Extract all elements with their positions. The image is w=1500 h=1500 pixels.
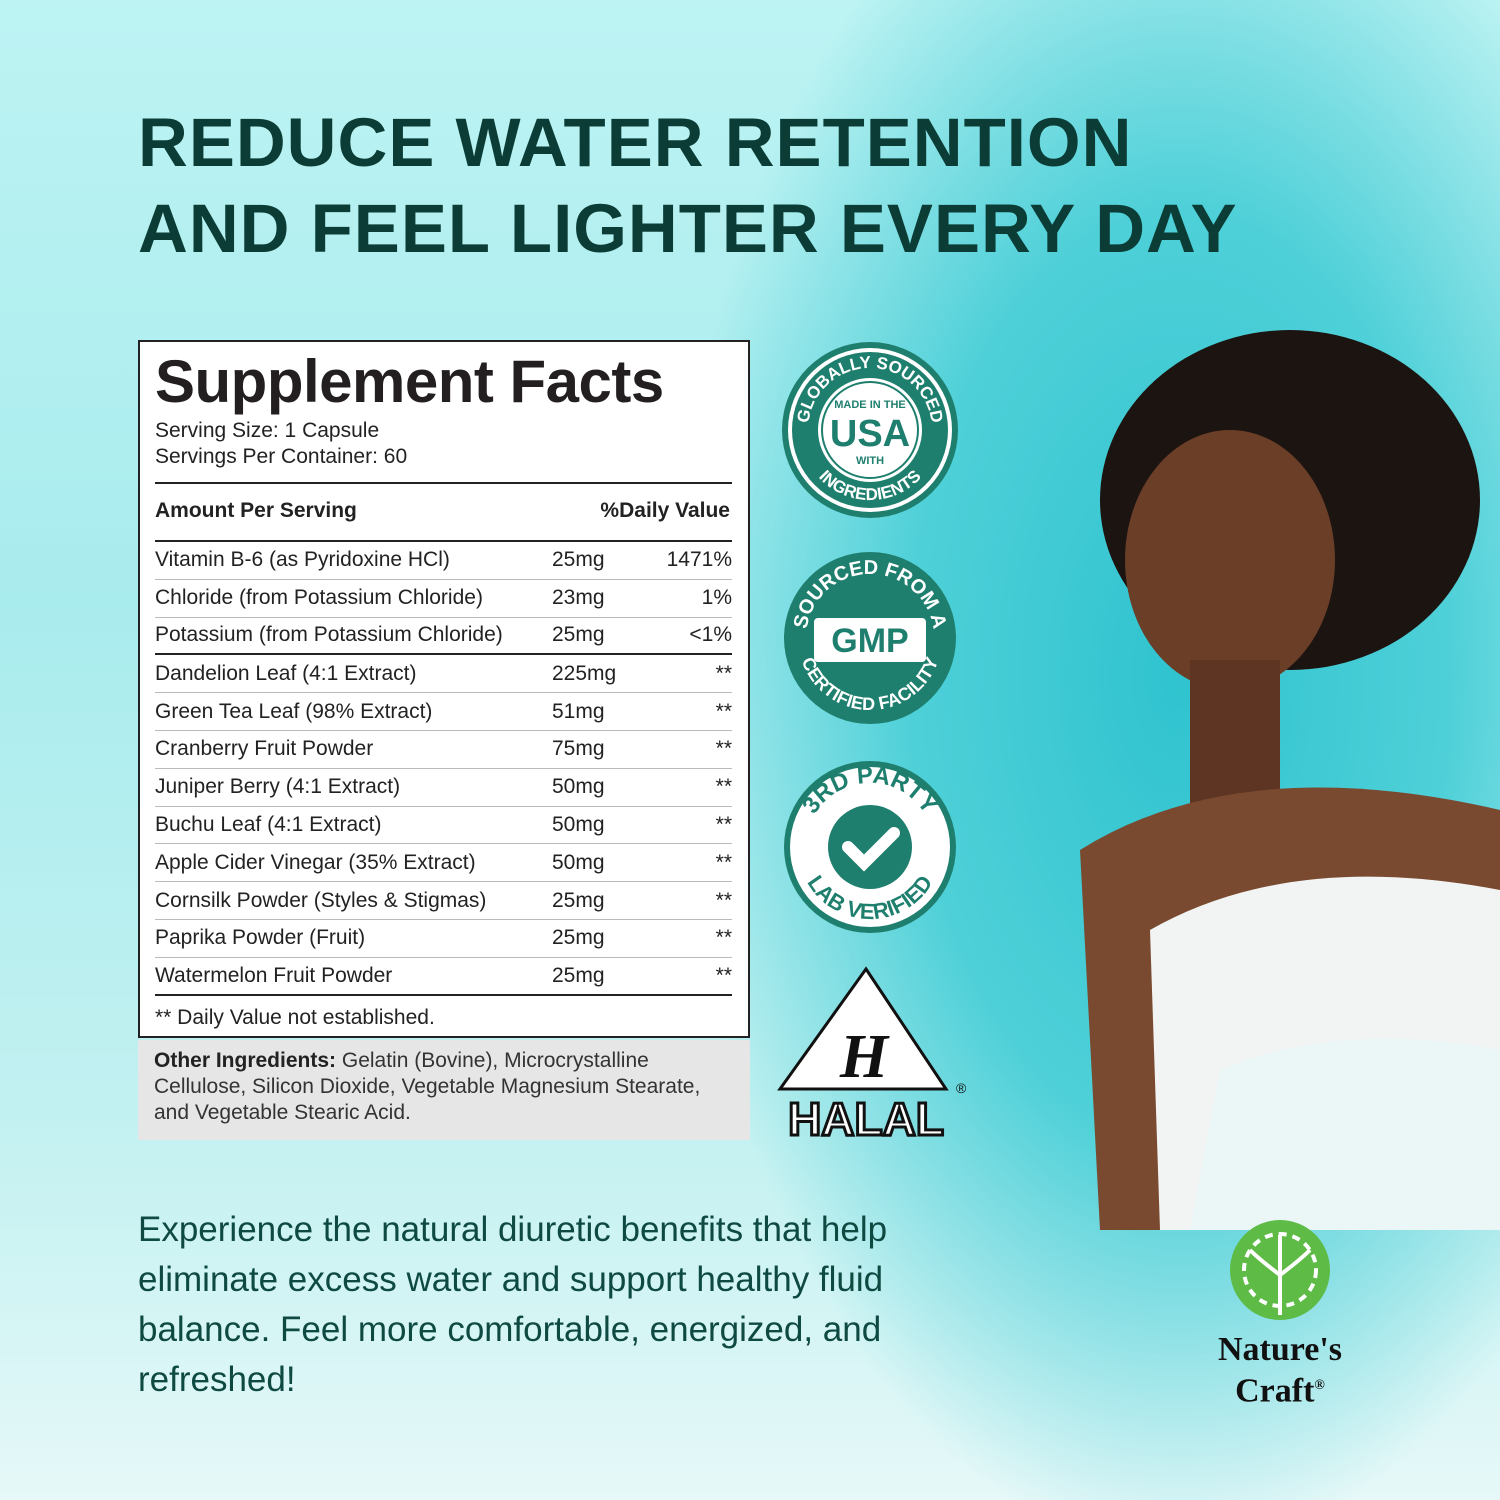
body-text: Experience the natural diuretic benefits…: [138, 1210, 888, 1399]
ingredient-amount: 25mg: [552, 963, 605, 987]
made-in-usa-badge: GLOBALLY SOURCED INGREDIENTS MADE IN THE…: [782, 342, 958, 518]
daily-value: 1471%: [666, 548, 732, 572]
headline: REDUCE WATER RETENTION AND FEEL LIGHTER …: [138, 100, 1238, 272]
facts-row: Vitamin B-6 (as Pyridoxine HCl) 25mg 1471%: [155, 542, 732, 580]
other-ingredients-text: Gelatin (Bovine), Microcrystalline Cellu…: [154, 1049, 701, 1124]
gmp-badge: SOURCED FROM A CERTIFIED FACILITY GMP: [784, 552, 956, 724]
other-ingredients: Other Ingredients: Gelatin (Bovine), Mic…: [138, 1040, 750, 1140]
ingredient-amount: 25mg: [552, 623, 605, 647]
ingredient-amount: 50mg: [552, 775, 605, 799]
servings-per-container: Servings Per Container: 60: [155, 445, 408, 468]
leaf-tree-icon: [1230, 1220, 1330, 1320]
facts-row: Watermelon Fruit Powder 25mg **: [155, 958, 732, 996]
footnote: ** Daily Value not established.: [155, 1005, 435, 1029]
daily-value: **: [715, 888, 732, 912]
ingredient-amount: 23mg: [552, 586, 605, 610]
water-splash-background: [700, 0, 1500, 1500]
registered-mark: ®: [1314, 1378, 1325, 1393]
facts-row: Buchu Leaf (4:1 Extract) 50mg **: [155, 807, 732, 845]
ingredient-name: Green Tea Leaf (98% Extract): [155, 699, 433, 723]
daily-value: **: [715, 661, 732, 685]
halal-logo: H HALAL ®: [777, 966, 966, 1145]
daily-value: **: [715, 926, 732, 950]
daily-value: <1%: [689, 623, 732, 647]
badge-text: MADE IN THE: [834, 399, 906, 411]
halal-letter: H: [839, 1023, 890, 1091]
ingredient-amount: 25mg: [552, 548, 605, 572]
daily-value: **: [715, 699, 732, 723]
ingredient-name: Cornsilk Powder (Styles & Stigmas): [155, 888, 487, 912]
ingredient-amount: 50mg: [552, 850, 605, 874]
facts-row: Green Tea Leaf (98% Extract) 51mg **: [155, 693, 732, 731]
daily-value: **: [715, 850, 732, 874]
woman-photo: [1080, 330, 1500, 1230]
ingredient-name: Watermelon Fruit Powder: [155, 963, 393, 987]
badge-text: WITH: [856, 455, 884, 467]
facts-row: Apple Cider Vinegar (35% Extract) 50mg **: [155, 844, 732, 883]
logo-line-2: Craft®: [1190, 1370, 1370, 1410]
ingredient-name: Buchu Leaf (4:1 Extract): [155, 812, 382, 836]
ingredient-amount: 50mg: [552, 812, 605, 836]
daily-value-header: %Daily Value: [600, 499, 730, 522]
halal-label: HALAL: [788, 1093, 944, 1145]
ingredient-name: Paprika Powder (Fruit): [155, 926, 366, 950]
svg-text:®: ®: [956, 1080, 966, 1096]
facts-row: Potassium (from Potassium Chloride) 25mg <…: [155, 618, 732, 656]
ingredient-name: Dandelion Leaf (4:1 Extract): [155, 661, 417, 685]
supplement-facts-panel: Supplement Facts Serving Size: 1 Capsule…: [138, 340, 750, 1038]
ingredient-name: Apple Cider Vinegar (35% Extract): [155, 850, 476, 874]
ingredient-amount: 51mg: [552, 699, 605, 723]
facts-row: Paprika Powder (Fruit) 25mg **: [155, 920, 732, 958]
check-icon: [842, 827, 900, 872]
logo-word: Craft: [1235, 1372, 1315, 1410]
natures-craft-logo: Nature's Craft®: [1190, 1215, 1370, 1410]
facts-title: Supplement Facts: [155, 348, 664, 415]
facts-row: Chloride (from Potassium Chloride) 23mg 1%: [155, 580, 732, 618]
ingredient-name: Juniper Berry (4:1 Extract): [155, 775, 401, 799]
logo-line-1: Nature's: [1217, 1331, 1343, 1368]
ingredient-amount: 25mg: [552, 888, 605, 912]
facts-row: Cornsilk Powder (Styles & Stigmas) 25mg **: [155, 882, 732, 920]
facts-row: Cranberry Fruit Powder 75mg **: [155, 731, 732, 769]
ingredient-name: Cranberry Fruit Powder: [155, 737, 374, 761]
facts-row: Juniper Berry (4:1 Extract) 50mg **: [155, 769, 732, 807]
serving-size: Serving Size: 1 Capsule: [155, 419, 380, 442]
daily-value: **: [715, 963, 732, 987]
ingredient-amount: 225mg: [552, 661, 617, 685]
ingredient-name: Chloride (from Potassium Chloride): [155, 586, 483, 610]
ingredient-name: Potassium (from Potassium Chloride): [155, 623, 503, 647]
daily-value: 1%: [701, 586, 732, 610]
daily-value: **: [715, 812, 732, 836]
badge-text: GMP: [831, 622, 908, 660]
ingredient-amount: 75mg: [552, 737, 605, 761]
badge-text: USA: [830, 413, 910, 455]
facts-row: Dandelion Leaf (4:1 Extract) 225mg **: [155, 655, 732, 694]
ingredient-name: Vitamin B-6 (as Pyridoxine HCl): [155, 548, 450, 572]
daily-value: **: [715, 775, 732, 799]
headline-line-2: AND FEEL LIGHTER EVERY DAY: [138, 190, 1238, 267]
other-ingredients-label: Other Ingredients:: [154, 1049, 337, 1072]
facts-header: Amount Per Serving %Daily Value: [155, 482, 732, 542]
daily-value: **: [715, 737, 732, 761]
ingredient-amount: 25mg: [552, 926, 605, 950]
amount-header: Amount Per Serving: [155, 499, 357, 522]
lab-verified-badge: 3RD PARTY LAB VERIFIED: [784, 761, 956, 933]
headline-line-1: REDUCE WATER RETENTION: [138, 104, 1133, 181]
